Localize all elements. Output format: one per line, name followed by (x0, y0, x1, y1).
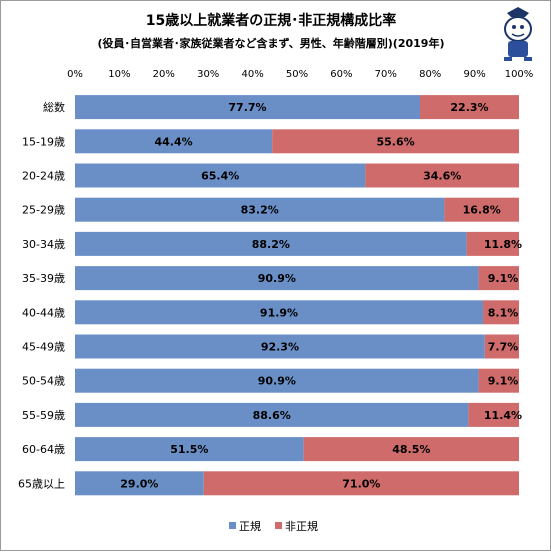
bar-regular (75, 300, 484, 325)
value-label-nonregular: 34.6% (423, 170, 461, 183)
category-label: 30-34歳 (22, 238, 65, 251)
x-tick-label: 10% (108, 69, 130, 80)
bar-regular (75, 163, 366, 188)
legend-label-regular: 正規 (239, 519, 261, 533)
category-label: 20-24歳 (22, 170, 65, 183)
x-tick-label: 30% (197, 69, 219, 80)
legend-label-nonregular: 非正規 (285, 519, 318, 533)
value-label-regular: 90.9% (258, 375, 296, 388)
value-label-nonregular: 9.1% (488, 375, 519, 388)
value-label-regular: 44.4% (154, 135, 192, 148)
bar-regular (75, 231, 467, 256)
bar-regular (75, 334, 485, 359)
x-tick-label: 0% (67, 69, 83, 80)
value-label-nonregular: 7.7% (488, 341, 519, 354)
category-label: 50-54歳 (22, 375, 65, 388)
value-label-nonregular: 11.4% (484, 409, 522, 422)
category-label: 60-64歳 (22, 443, 65, 456)
value-label-regular: 51.5% (170, 443, 208, 456)
x-tick-label: 20% (153, 69, 175, 80)
bar-nonregular (444, 197, 519, 222)
bar-regular (75, 402, 469, 427)
x-tick-label: 50% (286, 69, 308, 80)
value-label-nonregular: 11.8% (484, 238, 522, 251)
value-label-nonregular: 71.0% (342, 477, 380, 490)
chart-title: 15歳以上就業者の正規･非正規構成比率 (146, 12, 396, 29)
legend-swatch-nonregular (275, 522, 282, 529)
value-label-regular: 90.9% (258, 272, 296, 285)
chart-subtitle: (役員･自営業者･家族従業者など含まず、男性、年齢階層別)(2019年) (98, 36, 445, 50)
category-label: 25-29歳 (22, 204, 65, 217)
category-label: 55-59歳 (22, 409, 65, 422)
bar-nonregular (478, 368, 519, 393)
x-tick-label: 40% (241, 69, 263, 80)
bar-regular (75, 266, 479, 291)
value-label-nonregular: 8.1% (488, 306, 519, 319)
value-label-nonregular: 55.6% (376, 135, 414, 148)
bar-regular (75, 95, 420, 120)
category-label: 15-19歳 (22, 135, 65, 148)
category-label: 45-49歳 (22, 341, 65, 354)
x-tick-label: 70% (375, 69, 397, 80)
x-tick-label: 90% (463, 69, 485, 80)
x-tick-label: 80% (419, 69, 441, 80)
value-label-regular: 83.2% (241, 204, 279, 217)
value-label-nonregular: 9.1% (488, 272, 519, 285)
bar-nonregular (303, 437, 519, 462)
value-label-regular: 88.6% (253, 409, 291, 422)
x-tick-label: 60% (330, 69, 352, 80)
value-label-regular: 77.7% (228, 101, 266, 114)
value-label-nonregular: 16.8% (463, 204, 501, 217)
bar-nonregular (419, 95, 519, 120)
bar-regular (75, 129, 273, 154)
legend-swatch-regular (229, 522, 236, 529)
value-label-nonregular: 48.5% (392, 443, 430, 456)
bar-nonregular (468, 402, 519, 427)
bar-nonregular (203, 471, 519, 496)
value-label-regular: 29.0% (120, 477, 158, 490)
mascot-icon (504, 7, 532, 61)
bar-nonregular (365, 163, 519, 188)
category-label: 65歳以上 (18, 477, 65, 490)
value-label-regular: 92.3% (261, 341, 299, 354)
category-label: 35-39歳 (22, 272, 65, 285)
value-label-nonregular: 22.3% (450, 101, 488, 114)
x-tick-label: 100% (505, 69, 534, 80)
bar-nonregular (466, 231, 519, 256)
bar-regular (75, 471, 204, 496)
value-label-regular: 88.2% (252, 238, 290, 251)
bar-nonregular (483, 300, 519, 325)
category-label: 総数 (43, 100, 65, 114)
category-label: 40-44歳 (22, 306, 65, 319)
bar-nonregular (478, 266, 519, 291)
bar-regular (75, 368, 479, 393)
legend: 正規 非正規 (229, 519, 318, 533)
bar-nonregular (272, 129, 519, 154)
value-label-regular: 65.4% (201, 170, 239, 183)
bar-regular (75, 437, 304, 462)
value-label-regular: 91.9% (260, 306, 298, 319)
bar-nonregular (484, 334, 519, 359)
bar-regular (75, 197, 445, 222)
